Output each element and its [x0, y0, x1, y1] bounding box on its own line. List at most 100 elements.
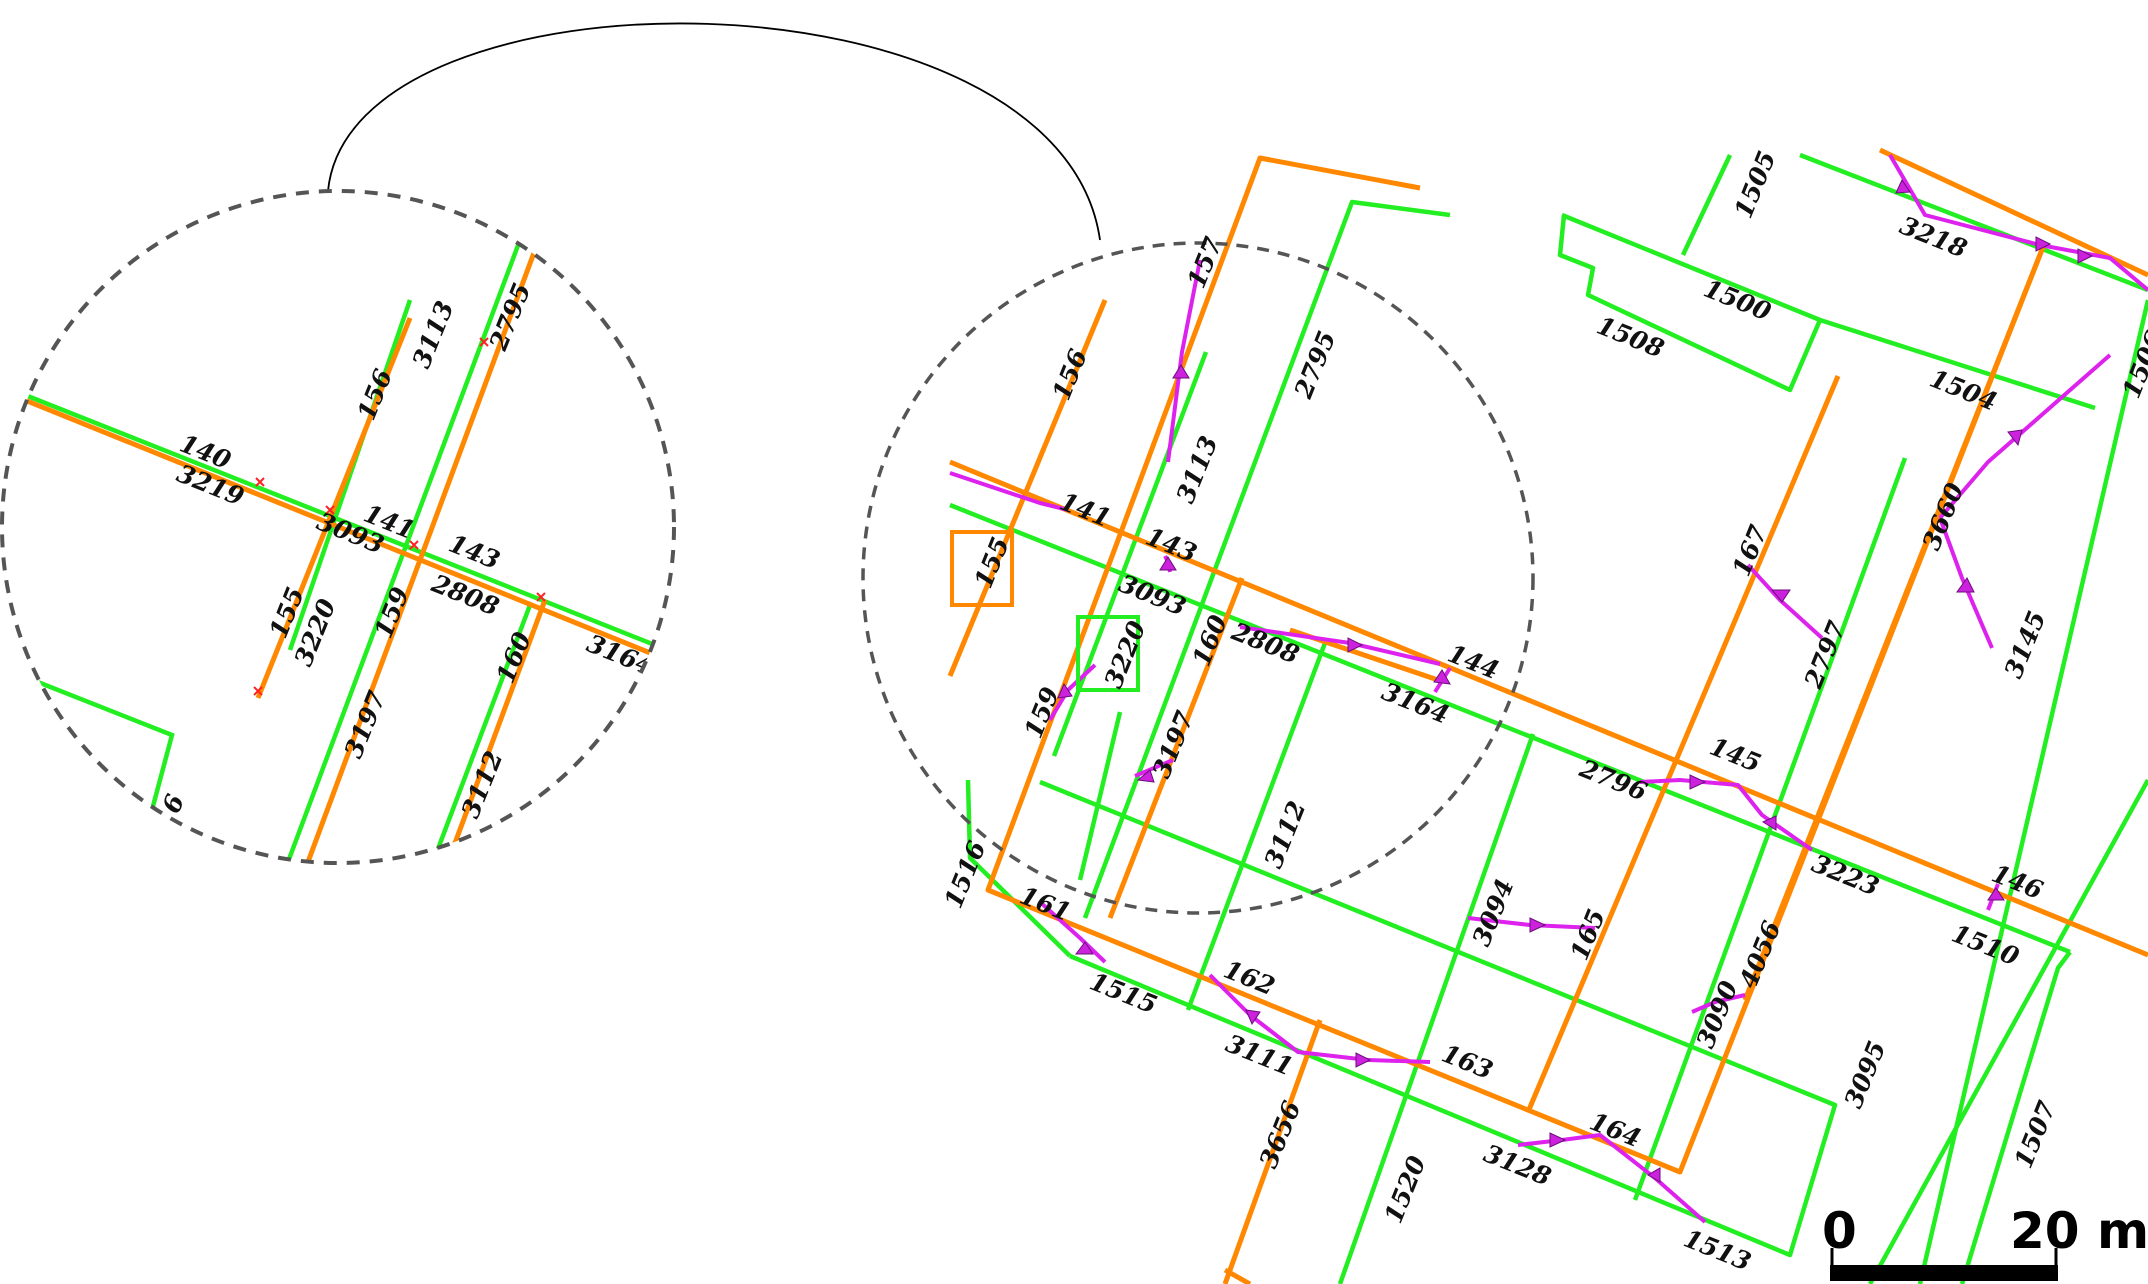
- green-connector-3094[interactable]: [1077, 711, 1123, 881]
- label-3112: 3112: [1259, 797, 1312, 872]
- arrowhead-3218a: [1895, 178, 1911, 194]
- arrowhead-3218b: [2035, 236, 2052, 252]
- flow-157[interactable]: [1166, 259, 1202, 463]
- label-2795: 2795: [1288, 327, 1341, 403]
- highlight-box-3220[interactable]: [1076, 615, 1140, 692]
- arrowhead-3218c: [2077, 248, 2094, 264]
- inset-label-156: 156: [352, 365, 398, 424]
- inset-green-160[interactable]: [427, 604, 533, 870]
- magnifier-connector: [327, 22, 1101, 241]
- orange-segment-1516[interactable]: [1223, 1267, 1252, 1284]
- green-segment-1506[interactable]: [1917, 299, 2148, 1284]
- arrowhead-161: [1075, 941, 1094, 955]
- green-segment-upper[interactable]: [1799, 152, 2148, 293]
- orange-main-line[interactable]: [949, 459, 2148, 958]
- inset-label-3197: 3197: [339, 686, 392, 762]
- inset-orange-3112[interactable]: [442, 599, 548, 870]
- inset-green-3113[interactable]: [287, 299, 413, 651]
- inset-view: 140 3219 156 3113 2795 141 3093 143 2808…: [0, 239, 680, 870]
- label-3656: 3656: [1254, 1097, 1307, 1172]
- arrowhead-145b: [1761, 815, 1777, 831]
- arrowhead-3111b: [1355, 1052, 1372, 1068]
- green-lower-network[interactable]: [1039, 779, 1838, 1258]
- flow-141[interactable]: [949, 471, 1069, 512]
- label-159: 159: [1019, 683, 1065, 742]
- label-155: 155: [969, 533, 1015, 592]
- inset-label-3164: 3164: [583, 629, 658, 682]
- inset-green-corner[interactable]: [19, 672, 175, 811]
- arrowhead-3094: [1529, 917, 1547, 933]
- flow-167[interactable]: [1746, 563, 1824, 640]
- flow-arrowheads: [1057, 178, 2094, 1183]
- green-segment-2797[interactable]: [1632, 457, 1908, 1201]
- label-3145: 3145: [1999, 607, 2052, 682]
- label-3197: 3197: [1147, 706, 1200, 782]
- arrowhead-159: [1057, 682, 1073, 699]
- scale-bar-rule: [1830, 1265, 2058, 1281]
- orange-segment-2795[interactable]: [985, 155, 2048, 1175]
- flow-3145[interactable]: [1938, 517, 1994, 649]
- label-156: 156: [1047, 345, 1093, 404]
- arrowhead-3128b: [1647, 1167, 1661, 1183]
- green-main-line[interactable]: [949, 502, 2071, 955]
- arrowhead-3145: [1956, 577, 1975, 593]
- orange-segment-156[interactable]: [947, 299, 1108, 677]
- label-3220: 3220: [1099, 616, 1152, 692]
- inset-orange-156[interactable]: [255, 317, 413, 699]
- label-3660: 3660: [1917, 478, 1970, 554]
- orange-segment-3218[interactable]: [1878, 147, 2148, 278]
- orange-segment-165[interactable]: [1525, 375, 1841, 1113]
- arrowhead-3111a: [1245, 1009, 1261, 1026]
- flow-4056[interactable]: [1691, 993, 1746, 1014]
- orange-segment-3656[interactable]: [1222, 1019, 1323, 1284]
- arrowhead-145a: [1689, 774, 1707, 790]
- green-segment-1510[interactable]: [1959, 950, 2072, 1284]
- inset-label-3113: 3113: [407, 297, 460, 372]
- inset-label-143: 143: [445, 529, 504, 575]
- orange-segment-160[interactable]: [1107, 577, 1245, 919]
- green-segment-1515[interactable]: [965, 779, 1072, 958]
- orange-network: [947, 147, 2148, 1284]
- green-segment-3112[interactable]: [1185, 642, 1328, 1011]
- arrowhead-143: [1159, 556, 1177, 571]
- label-2796: 2796: [1575, 753, 1651, 806]
- label-1508: 1508: [1593, 311, 1668, 364]
- label-3094: 3094: [1467, 875, 1520, 950]
- green-network: [949, 152, 2148, 1284]
- label-3113: 3113: [1171, 432, 1224, 507]
- label-1500: 1500: [1700, 274, 1776, 327]
- arrowhead-197: [1136, 769, 1155, 783]
- flow-3660[interactable]: [1938, 353, 2112, 520]
- green-segment-2795[interactable]: [1082, 199, 1451, 919]
- main-magnifier-circle[interactable]: [861, 241, 1535, 915]
- arrowhead-3128a: [1549, 1132, 1567, 1148]
- green-segment-3095[interactable]: [1868, 778, 2148, 1284]
- flow-145[interactable]: [1639, 778, 1814, 852]
- inset-label-159: 159: [369, 583, 415, 642]
- label-1520: 1520: [1379, 1151, 1432, 1227]
- inset-magnifier-circle[interactable]: [0, 189, 676, 865]
- green-segment-1504[interactable]: [1819, 317, 2096, 411]
- label-145: 145: [1706, 732, 1765, 778]
- label-3093: 3093: [1115, 569, 1190, 622]
- green-segment-1520[interactable]: [1337, 733, 1536, 1284]
- flow-161[interactable]: [1038, 900, 1107, 964]
- label-1513: 1513: [1680, 1224, 1755, 1277]
- green-segment-1505[interactable]: [1680, 154, 1733, 256]
- label-3095: 3095: [1839, 1037, 1892, 1112]
- label-3223: 3223: [1808, 849, 1883, 902]
- label-160: 160: [1187, 610, 1234, 670]
- label-141: 141: [1056, 487, 1115, 533]
- highlight-box-155[interactable]: [950, 530, 1014, 607]
- flow-3111[interactable]: [1208, 973, 1431, 1064]
- inset-orange-2795[interactable]: [302, 249, 538, 870]
- flow-197[interactable]: [1134, 758, 1174, 778]
- inset-green-main[interactable]: [0, 382, 680, 658]
- arrowhead-3660: [2007, 429, 2023, 447]
- arrowhead-146: [1987, 887, 2005, 901]
- orange-segment-4056[interactable]: [1742, 241, 2048, 1001]
- inset-orange-main[interactable]: [0, 387, 680, 668]
- flow-3128[interactable]: [1517, 1133, 1707, 1224]
